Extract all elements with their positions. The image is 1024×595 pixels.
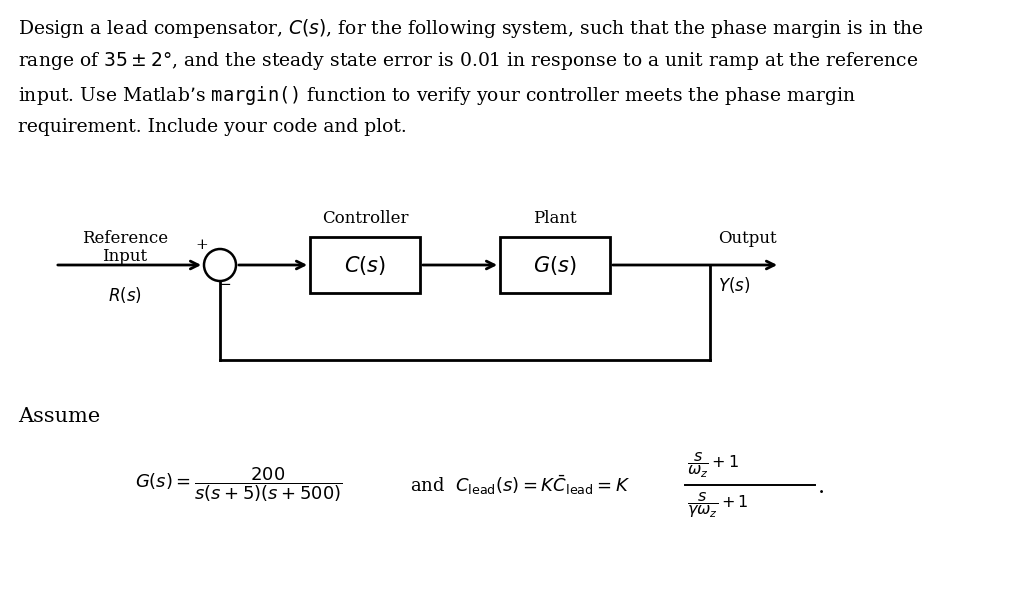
Text: −: − [218, 278, 231, 292]
Text: Controller: Controller [322, 210, 409, 227]
Text: $R(s)$: $R(s)$ [109, 285, 142, 305]
Text: Input: Input [102, 248, 147, 265]
Text: $G(s) = \dfrac{200}{s(s+5)(s+500)}$: $G(s) = \dfrac{200}{s(s+5)(s+500)}$ [135, 466, 343, 505]
Text: +: + [196, 238, 208, 252]
Text: requirement. Include your code and plot.: requirement. Include your code and plot. [18, 117, 407, 136]
Text: $\dfrac{s}{\gamma\omega_z} + 1$: $\dfrac{s}{\gamma\omega_z} + 1$ [687, 490, 749, 520]
Text: $G(s)$: $G(s)$ [534, 253, 577, 277]
Text: Assume: Assume [18, 407, 100, 426]
Bar [310, 237, 420, 293]
Text: range of $35 \pm 2°$, and the steady state error is 0.01 in response to a unit r: range of $35 \pm 2°$, and the steady sta… [18, 51, 919, 73]
Text: $C(s)$: $C(s)$ [344, 253, 386, 277]
Text: .: . [818, 476, 825, 498]
Bar [500, 237, 610, 293]
Text: $\dfrac{s}{\omega_z} + 1$: $\dfrac{s}{\omega_z} + 1$ [687, 450, 739, 480]
Text: Reference: Reference [82, 230, 168, 247]
Text: $Y(s)$: $Y(s)$ [718, 275, 751, 295]
Text: Output: Output [718, 230, 776, 247]
Text: Design a lead compensator, $C(s)$, for the following system, such that the phase: Design a lead compensator, $C(s)$, for t… [18, 17, 924, 40]
Text: Plant: Plant [534, 210, 577, 227]
Text: and $\ C_{\mathrm{lead}}(s) = K\bar{C}_{\mathrm{lead}} = K$: and $\ C_{\mathrm{lead}}(s) = K\bar{C}_{… [410, 473, 630, 497]
Text: input. Use Matlab’s $\mathtt{margin()}$ function to verify your controller meets: input. Use Matlab’s $\mathtt{margin()}$ … [18, 84, 856, 107]
